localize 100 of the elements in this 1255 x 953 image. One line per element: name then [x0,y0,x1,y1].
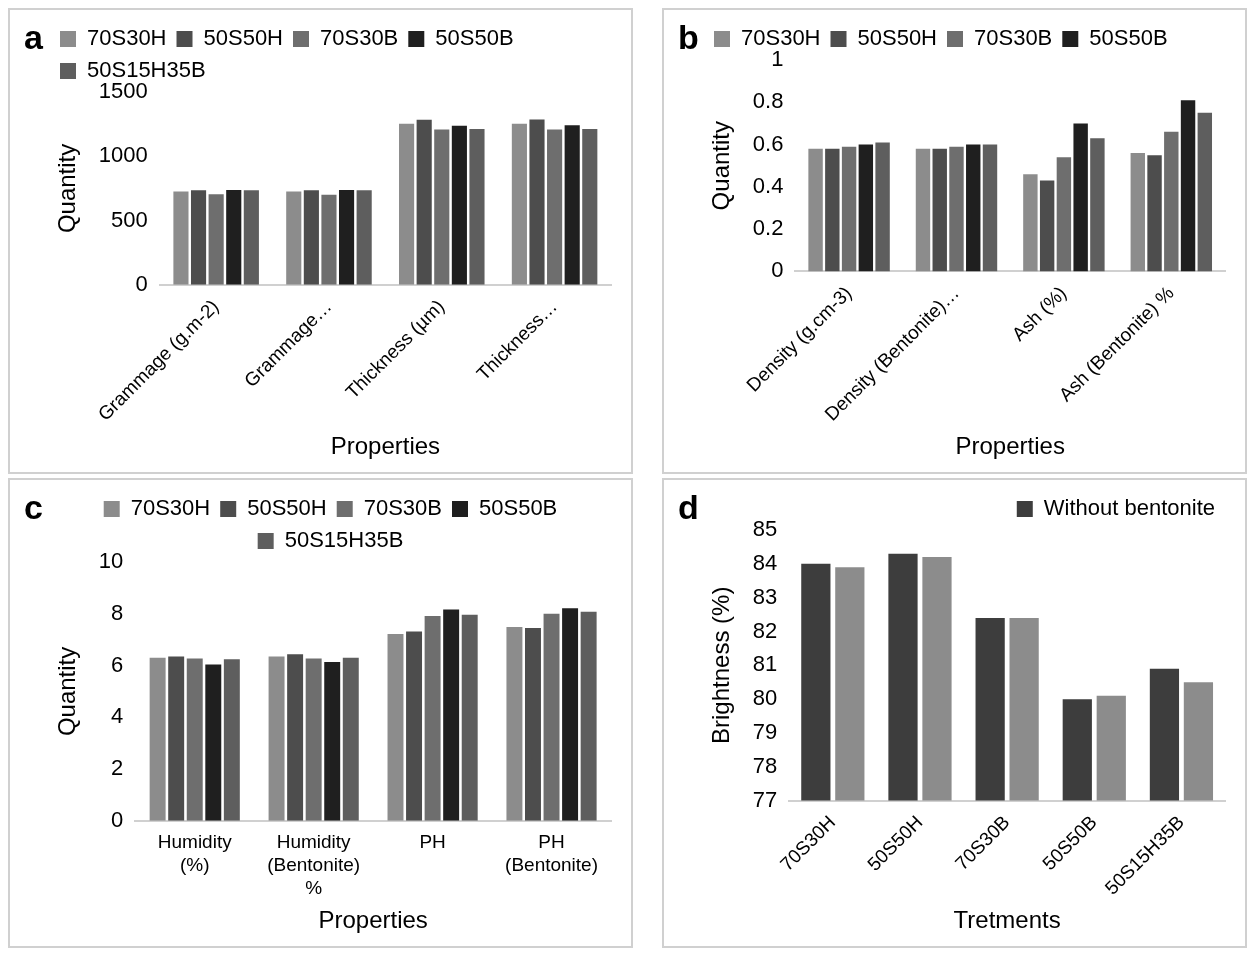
bar [416,119,432,285]
bar [356,190,372,285]
bar [543,613,560,821]
bar [949,146,964,272]
x-tick-label: Humidity (Bentonite) % [267,831,361,899]
x-axis-title: Properties [955,432,1065,460]
y-tick-label: 0.2 [752,215,784,241]
bar [223,659,240,821]
bar [875,142,890,272]
bar [243,190,259,285]
y-tick-label: 0 [771,257,784,283]
y-tick-label: 81 [752,651,778,677]
legend-label: 70S30B [320,25,399,51]
bar [406,631,423,821]
chart-title: c [24,488,43,526]
chart-title: d [678,488,699,526]
legend-label: 50S50B [479,495,558,521]
bar [303,190,319,285]
bar [168,656,185,821]
bar [461,614,478,821]
chart-title: a [24,18,43,56]
bar [451,125,467,285]
legend-label: 50S50H [247,495,327,521]
y-tick-label: 6 [111,651,124,677]
bar [434,129,450,285]
bar [287,654,304,821]
bar [841,146,857,272]
bar [399,123,415,285]
y-axis-title: Quantity [53,143,81,234]
y-tick-label: 79 [752,719,778,745]
x-axis-title: Properties [330,432,441,460]
y-tick-label: 84 [752,549,778,575]
y-tick-label: 0 [111,806,124,832]
bar [1197,112,1213,272]
y-tick-label: 82 [752,617,778,643]
bar [1090,138,1105,272]
y-tick-label: 8 [111,599,124,625]
y-tick-label: 10 [98,548,124,574]
bar [582,128,598,285]
y-tick-label: 80 [752,685,778,711]
bar [1147,155,1162,272]
bar [1164,131,1179,272]
x-tick-label: Humidity (%) [157,831,233,876]
x-tick-label: Ash (%) [1007,282,1071,345]
y-tick-label: 1000 [98,142,148,168]
bar [387,633,404,821]
bar [1073,123,1088,272]
bar [932,148,947,272]
bar [186,658,203,821]
legend-label: 50S50B [435,25,514,51]
y-tick-label: 2 [111,755,124,781]
legend-label: 70S30H [130,495,211,521]
bar [190,190,207,285]
x-tick-label: PH (Bentonite) [505,831,599,876]
bar [580,611,597,821]
bar [286,191,302,285]
y-axis-title: Quantity [53,646,81,737]
bar [226,189,242,285]
bar [982,144,998,272]
bar [915,148,931,272]
x-tick-label: PH [419,831,446,853]
y-tick-label: 0.6 [752,130,784,156]
x-axis-title: Tretments [953,906,1061,934]
bar [443,609,460,821]
bar [1130,153,1145,272]
bar [1056,157,1072,272]
y-tick-label: 78 [752,752,778,778]
bar [506,626,523,821]
y-tick-label: 83 [752,583,778,609]
chart-title: b [678,18,699,56]
bar [1039,180,1055,272]
bar [511,123,527,285]
y-tick-label: 85 [752,516,778,542]
legend-label: 50S15H35B [284,527,404,553]
bar [529,119,545,285]
bar [173,191,189,285]
bar [205,664,222,821]
y-tick-label: 0 [135,270,148,296]
bar [547,129,563,285]
legend-label: Without bentonite [1043,495,1216,521]
legend-label: 70S30B [363,495,443,521]
bar [562,608,579,821]
y-tick-label: 0.4 [752,172,784,198]
legend-label: 50S50H [203,25,284,51]
y-axis-title: Quantity [707,121,735,211]
x-axis-title: Properties [318,906,428,934]
legend-label: 50S50H [857,25,938,51]
bar [208,194,224,285]
bar [342,657,359,821]
bar [324,661,341,821]
bar [1023,174,1038,272]
bar [305,658,322,821]
bar [858,144,874,272]
bar [469,128,485,285]
y-tick-label: 4 [111,703,124,729]
bar [966,144,981,272]
bar [1180,100,1196,272]
bar [525,627,541,821]
y-tick-label: 77 [752,786,778,812]
legend-label: 70S30B [974,25,1053,51]
